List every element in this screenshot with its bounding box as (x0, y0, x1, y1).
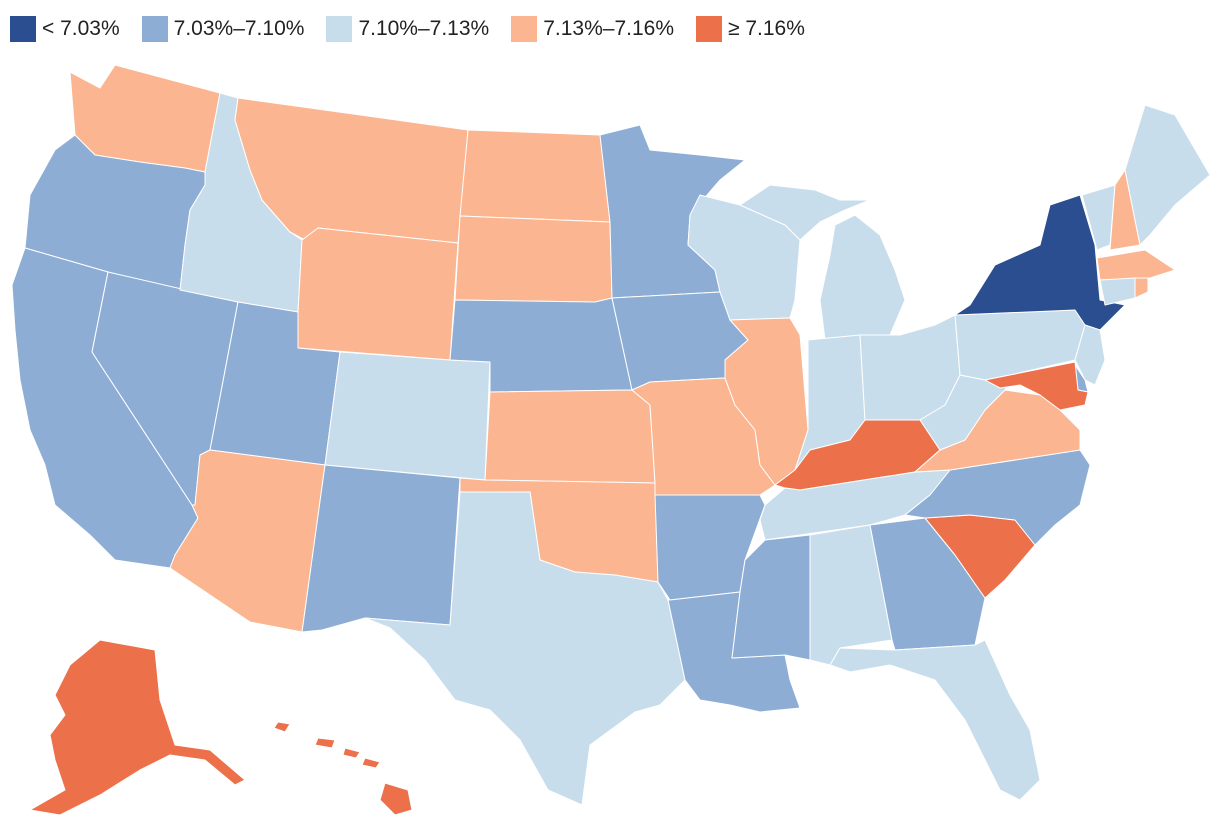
legend-label-7-10-7-13: 7.10%–7.13% (358, 17, 490, 40)
legend-swatch-7-03-7-10 (141, 16, 168, 42)
state-south-dakota[interactable] (454, 215, 613, 303)
legend-swatch-7-10-7-13 (326, 16, 353, 42)
state-connecticut[interactable] (1099, 277, 1136, 306)
state-new-jersey[interactable] (1074, 324, 1106, 386)
legend-swatch-7-13-7-16 (511, 16, 538, 42)
state-new-york[interactable] (954, 194, 1126, 331)
state-illinois[interactable] (724, 317, 809, 486)
state-kansas[interactable] (484, 389, 656, 484)
state-colorado[interactable] (324, 351, 491, 481)
state-north-carolina[interactable] (904, 449, 1091, 546)
state-michigan[interactable] (739, 184, 906, 341)
state-hawaii[interactable] (273, 721, 413, 816)
legend-label-ge-7-16: ≥ 7.16% (728, 17, 805, 40)
state-maine[interactable] (1124, 104, 1211, 246)
legend-label-7-03-7-10: 7.03%–7.10% (173, 17, 305, 40)
state-wyoming[interactable] (297, 227, 459, 361)
state-florida[interactable] (829, 639, 1041, 801)
legend: < 7.03% 7.03%–7.10% 7.10%–7.13% 7.13%–7.… (10, 14, 827, 44)
legend-item-7-13-7-16: 7.13%–7.16% (511, 16, 674, 42)
legend-swatch-lt-7-03 (10, 16, 36, 42)
state-rhode-island[interactable] (1134, 277, 1149, 299)
legend-item-lt-7-03: < 7.03% (10, 16, 120, 42)
state-alaska[interactable] (29, 639, 246, 816)
state-north-dakota[interactable] (459, 129, 611, 223)
legend-item-7-03-7-10: 7.03%–7.10% (141, 16, 305, 42)
state-texas[interactable] (364, 491, 686, 806)
state-massachusetts[interactable] (1096, 249, 1176, 281)
legend-item-7-10-7-13: 7.10%–7.13% (326, 16, 489, 42)
state-new-mexico[interactable] (301, 464, 461, 633)
legend-label-lt-7-03: < 7.03% (42, 17, 120, 40)
state-maryland[interactable] (984, 361, 1089, 411)
legend-label-7-13-7-16: 7.13%–7.16% (543, 17, 674, 40)
legend-item-ge-7-16: ≥ 7.16% (696, 16, 805, 42)
legend-swatch-ge-7-16 (696, 16, 722, 42)
